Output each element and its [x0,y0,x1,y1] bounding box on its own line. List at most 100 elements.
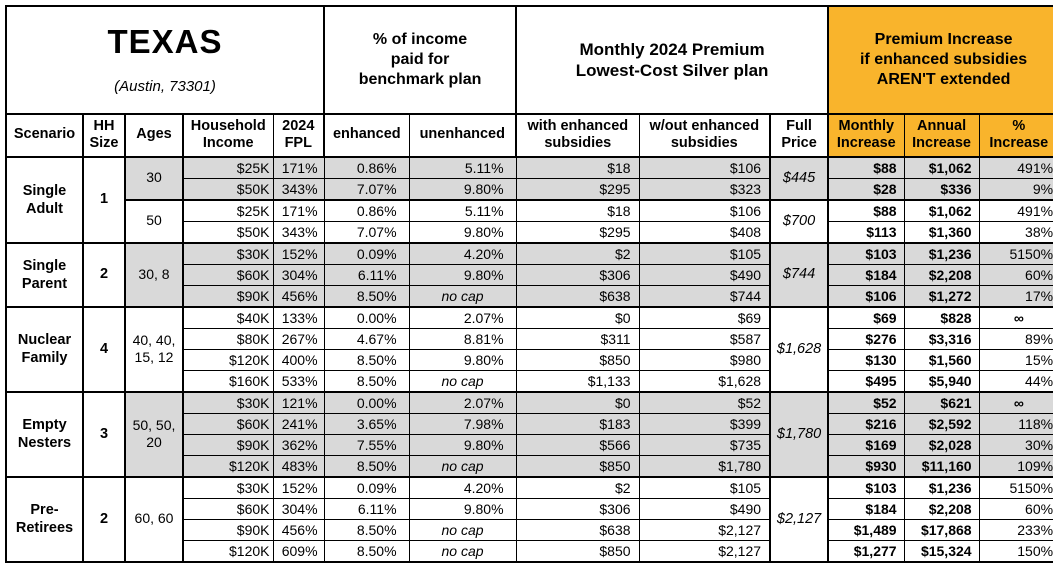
cell-monthly-increase: $276 [827,327,905,350]
cell-fpl: 304% [272,263,325,286]
cell-income: $25K [182,198,274,222]
cell-annual-increase: $1,236 [903,475,980,499]
cell-monthly-increase: $69 [827,305,905,329]
cell-fpl: 400% [272,348,325,371]
table-row: $50K 343% 7.07% 9.80% $295 $408 $113 $1,360 38% [6,220,1053,244]
cell-annual-increase: $11,160 [903,454,980,478]
cell-enhanced-pct: 0.86% [323,198,410,222]
col-header-with-subsidies: with enhanced subsidies [515,113,640,158]
cell-pct-increase: 44% [978,369,1053,393]
cell-premium-with-subsidies: $295 [515,177,640,201]
col-header-income: Household Income [182,113,274,158]
cell-income: $40K [182,305,274,329]
cell-unenhanced-pct: 9.80% [408,177,517,201]
col-header-full-price: Full Price [769,113,830,158]
cell-scenario: Single Parent [5,241,84,308]
cell-fpl: 152% [272,475,325,499]
cell-fpl: 171% [272,155,325,179]
cell-premium-with-subsidies: $638 [515,518,640,541]
cell-fpl: 483% [272,454,325,478]
cell-enhanced-pct: 6.11% [323,263,410,286]
cell-annual-increase: $1,272 [903,284,980,308]
table-row: Single Adult 1 30 $25K 171% 0.86% 5.11% $18 $106… [5,155,1053,244]
cell-income: $90K [182,433,274,456]
cell-monthly-increase: $169 [827,433,905,456]
cell-enhanced-pct: 8.50% [323,539,410,563]
cell-fpl: 133% [272,305,325,329]
col-header-fpl: 2024 FPL [272,113,326,158]
cell-unenhanced-pct: 7.98% [408,412,517,435]
cell-ages: 60, 60 [124,475,184,563]
cell-unenhanced-pct: 2.07% [408,305,517,329]
cell-premium-with-subsidies: $566 [515,433,640,456]
cell-fpl: 267% [272,327,325,350]
cell-pct-increase: 109% [978,454,1053,478]
cell-pct-increase: 5150% [978,475,1053,499]
cell-unenhanced-pct: 9.80% [408,433,517,456]
cell-pct-increase: ∞ [978,305,1053,329]
cell-hh-size: 2 [82,241,126,308]
cell-full-price: $700 [769,198,830,244]
cell-unenhanced-pct: no cap [408,369,517,393]
cell-unenhanced-pct: 4.20% [408,475,517,499]
cell-full-price: $744 [769,241,830,308]
cell-enhanced-pct: 7.55% [323,433,410,456]
cell-pct-increase: 5150% [978,241,1053,265]
cell-scenario: Single Adult [5,155,84,244]
cell-unenhanced-pct: no cap [408,454,517,478]
section-header-pct-income: % of income paid for benchmark plan [323,5,518,115]
cell-pct-increase: 60% [978,263,1053,286]
section-header-increase: Premium Increase if enhanced subsidies A… [827,5,1053,115]
cell-unenhanced-pct: 9.80% [408,497,517,520]
cell-unenhanced-pct: 2.07% [408,390,517,414]
cell-monthly-increase: $1,277 [827,539,905,563]
cell-unenhanced-pct: no cap [408,284,517,308]
cell-annual-increase: $2,592 [903,412,980,435]
cell-annual-increase: $621 [903,390,980,414]
table-row: Empty Nesters 3 50, 50, 20 $30K 121% 0.00% 2.0… [5,390,1053,478]
cell-pct-increase: 491% [978,198,1053,222]
cell-premium-without-subsidies: $105 [638,475,772,499]
cell-ages: 50, 50, 20 [124,390,184,478]
cell-monthly-increase: $103 [827,475,905,499]
col-header-monthly-increase: Monthly Increase [827,113,905,158]
cell-annual-increase: $2,208 [903,263,980,286]
cell-premium-with-subsidies: $638 [515,284,640,308]
cell-pct-increase: 89% [978,327,1053,350]
cell-premium-with-subsidies: $2 [515,475,640,499]
table-row: $90K 456% 8.50% no cap $638 $744 $106 $1,272 17% [6,284,1053,308]
state-title: TEXAS [107,23,223,60]
cell-scenario: Empty Nesters [5,390,84,478]
cell-enhanced-pct: 8.50% [323,518,410,541]
cell-ages: 40, 40, 15, 12 [124,305,184,393]
cell-premium-without-subsidies: $980 [638,348,772,371]
cell-hh-size: 4 [82,305,126,393]
cell-scenario: Pre- Retirees [5,475,84,563]
cell-annual-increase: $336 [903,177,980,201]
cell-fpl: 362% [272,433,325,456]
cell-unenhanced-pct: 9.80% [408,348,517,371]
cell-unenhanced-pct: no cap [408,518,517,541]
cell-monthly-increase: $88 [827,155,905,179]
cell-enhanced-pct: 8.50% [323,348,410,371]
cell-income: $30K [182,390,274,414]
col-header-without-subsidies: w/out enhanced subsidies [638,113,772,158]
cell-full-price: $445 [769,155,830,201]
state-title-cell: TEXAS (Austin, 73301) [5,5,326,115]
cell-monthly-increase: $184 [827,263,905,286]
cell-pct-increase: 150% [978,539,1053,563]
cell-annual-increase: $828 [903,305,980,329]
table-row: $50K 343% 7.07% 9.80% $295 $323 $28 $336 9% [6,177,1053,201]
cell-enhanced-pct: 3.65% [323,412,410,435]
cell-monthly-increase: $184 [827,497,905,520]
table-row: 50 $25K 171% 0.86% 5.11% $18 $106 $700 $88 $1,062… [6,198,1053,244]
cell-monthly-increase: $52 [827,390,905,414]
cell-ages: 30 [124,155,184,201]
cell-monthly-increase: $130 [827,348,905,371]
cell-income: $60K [182,412,274,435]
cell-full-price: $1,780 [769,390,830,478]
cell-annual-increase: $1,062 [903,155,980,179]
cell-premium-with-subsidies: $306 [515,497,640,520]
cell-unenhanced-pct: 5.11% [408,155,517,179]
cell-monthly-increase: $930 [827,454,905,478]
